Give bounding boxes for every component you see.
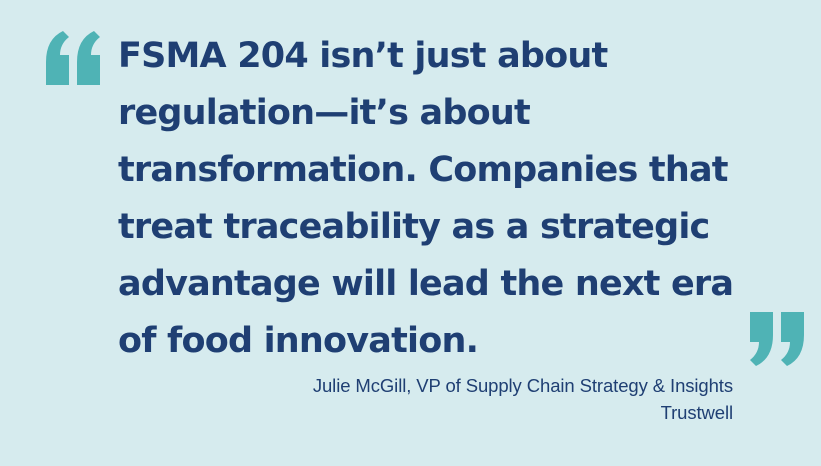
quote-line: advantage will lead the next era: [118, 264, 734, 304]
quote-line: FSMA 204 isn’t just about: [118, 36, 608, 76]
quote-line: transformation. Companies that: [118, 150, 729, 190]
attribution-person: Julie McGill, VP of Supply Chain Strateg…: [312, 375, 733, 396]
quote-line: treat traceability as a strategic: [118, 207, 710, 247]
quote-text: FSMA 204 isn’t just about regulation—it’…: [118, 28, 778, 370]
close-quote-icon: [745, 312, 809, 366]
attribution: Julie McGill, VP of Supply Chain Strateg…: [313, 372, 733, 426]
quote-line: of food innovation.: [118, 321, 479, 361]
attribution-company: Trustwell: [660, 402, 734, 423]
quote-line: regulation—it’s about: [118, 93, 531, 133]
open-quote-icon: [41, 31, 105, 85]
